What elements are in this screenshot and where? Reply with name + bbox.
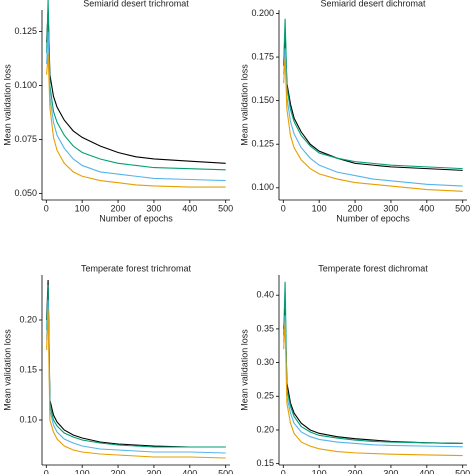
loss-line (46, 31, 226, 182)
loss-line (46, 9, 226, 164)
x-tick-label: 500 (455, 203, 470, 213)
loss-line (46, 279, 226, 448)
loss-line (283, 281, 463, 444)
y-tick-label: 0.150 (251, 95, 274, 105)
loss-line (283, 322, 463, 457)
x-tick-label: 100 (312, 203, 327, 213)
y-tick-label: 0.30 (256, 357, 274, 367)
y-tick-label: 0.100 (14, 80, 37, 90)
x-tick-label: 0 (281, 468, 286, 474)
x-tick-label: 300 (146, 468, 161, 474)
y-axis-label: Mean validation loss (2, 329, 12, 411)
x-axis-label: Number of epochs (99, 213, 173, 223)
panel: Temperate forest trichromat Mean validati… (2, 263, 233, 474)
y-tick-label: 0.20 (256, 424, 274, 434)
panel: Semiarid desert dichromat Mean validation… (239, 0, 470, 223)
x-tick-label: 100 (312, 468, 327, 474)
x-tick-label: 400 (182, 468, 197, 474)
loss-line (283, 48, 463, 187)
x-axis-label: Number of epochs (336, 213, 410, 223)
loss-line (46, 0, 226, 171)
loss-line (283, 18, 463, 170)
y-axis-label: Mean validation loss (239, 64, 249, 146)
y-axis-label: Mean validation loss (239, 329, 249, 411)
loss-line (46, 284, 226, 448)
x-tick-label: 300 (383, 203, 398, 213)
y-tick-label: 0.125 (251, 139, 274, 149)
y-tick-label: 0.100 (251, 182, 274, 192)
y-tick-label: 0.40 (256, 290, 274, 300)
y-tick-label: 0.15 (256, 458, 274, 468)
loss-line (283, 30, 463, 171)
loss-line (46, 309, 226, 459)
x-tick-label: 200 (348, 203, 363, 213)
x-tick-label: 400 (419, 468, 434, 474)
panel-title: Temperate forest trichromat (81, 263, 192, 273)
y-axis-label: Mean validation loss (2, 64, 12, 146)
loss-line (46, 299, 226, 454)
loss-line (283, 315, 463, 448)
x-tick-label: 500 (455, 468, 470, 474)
y-tick-label: 0.125 (14, 26, 37, 36)
x-tick-label: 0 (44, 203, 49, 213)
x-tick-label: 100 (75, 468, 90, 474)
x-tick-label: 0 (281, 203, 286, 213)
y-tick-label: 0.075 (14, 134, 37, 144)
panel-title: Temperate forest dichromat (318, 263, 428, 273)
x-tick-label: 300 (146, 203, 161, 213)
y-tick-label: 0.200 (251, 8, 274, 18)
x-tick-label: 200 (348, 468, 363, 474)
loss-line (283, 57, 463, 192)
x-tick-label: 500 (218, 468, 233, 474)
y-tick-label: 0.35 (256, 323, 274, 333)
panel: Semiarid desert trichromat Mean validatio… (2, 0, 233, 223)
y-tick-label: 0.25 (256, 391, 274, 401)
y-tick-label: 0.175 (251, 51, 274, 61)
x-tick-label: 200 (111, 468, 126, 474)
loss-line (283, 308, 463, 444)
x-tick-label: 100 (75, 203, 90, 213)
x-tick-label: 400 (182, 203, 197, 213)
panel-title: Semiarid desert trichromat (83, 0, 189, 8)
y-tick-label: 0.20 (19, 314, 37, 324)
x-tick-label: 0 (44, 468, 49, 474)
x-tick-label: 500 (218, 203, 233, 213)
panel-title: Semiarid desert dichromat (320, 0, 426, 8)
panel: Temperate forest dichromat Mean validatio… (239, 263, 470, 474)
x-tick-label: 400 (419, 203, 434, 213)
y-tick-label: 0.15 (19, 364, 37, 374)
x-tick-label: 300 (383, 468, 398, 474)
loss-line (46, 53, 226, 188)
y-tick-label: 0.10 (19, 414, 37, 424)
y-tick-label: 0.050 (14, 188, 37, 198)
x-tick-label: 200 (111, 203, 126, 213)
